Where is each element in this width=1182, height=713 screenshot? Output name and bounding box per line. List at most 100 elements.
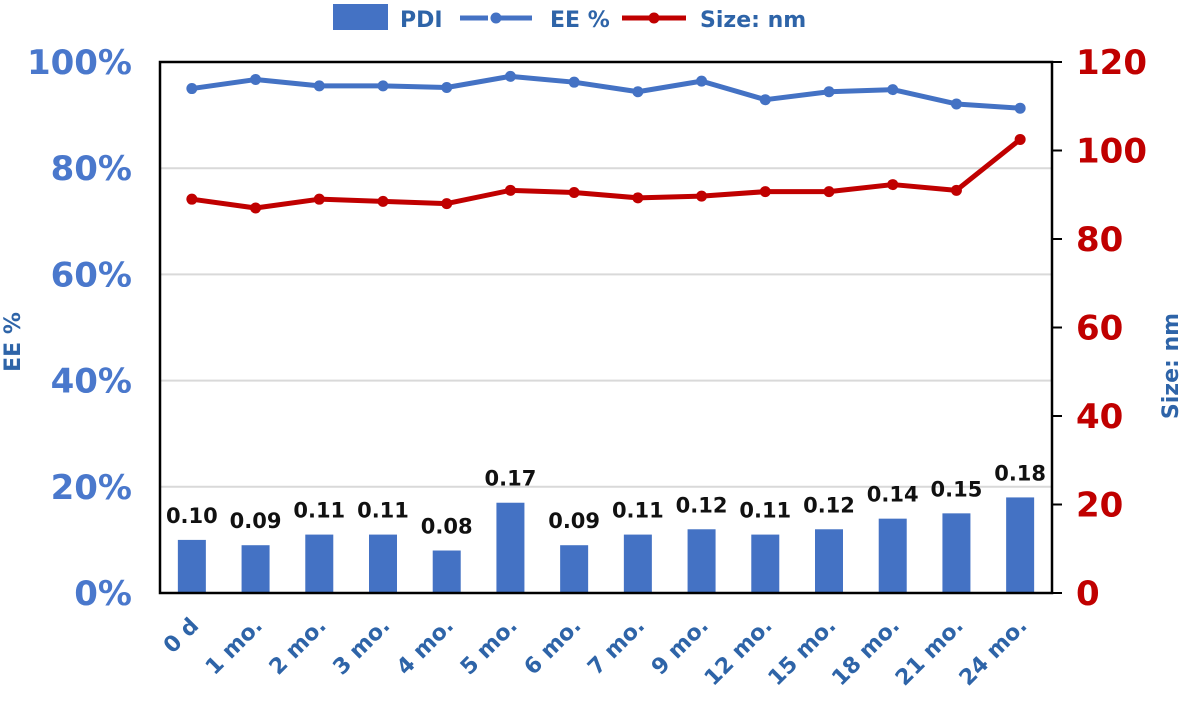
x-tick-label: 21 mo. [891, 614, 969, 692]
pdi-data-label: 0.12 [803, 493, 855, 517]
x-tick-label: 24 mo. [955, 614, 1033, 692]
legend-ee-label: EE % [550, 8, 610, 33]
legend-size-label: Size: nm [700, 8, 806, 33]
pdi-bar [1006, 497, 1035, 593]
right-tick-label: 20 [1076, 486, 1123, 526]
pdi-data-label: 0.17 [485, 467, 537, 491]
pdi-bars [177, 497, 1035, 593]
right-tick-label: 80 [1076, 220, 1123, 260]
gridlines [160, 167, 1052, 488]
pdi-data-labels: 0.10 0.09 0.11 0.11 0.08 0.17 0.09 0.11 0.12 0.11… [166, 461, 1046, 538]
pdi-bar [241, 545, 270, 593]
ee-point [696, 75, 708, 87]
size-point [250, 202, 262, 214]
size-point [823, 186, 835, 198]
x-tick-label: 3 mo. [329, 614, 396, 681]
x-axis-ticks: 0 d1 mo.2 mo.3 mo.4 mo.5 mo.6 mo.7 mo.9 … [159, 614, 1032, 692]
ee-point [887, 84, 899, 96]
x-tick-label: 6 mo. [520, 614, 587, 681]
pdi-data-label: 0.18 [994, 461, 1046, 485]
x-tick-label: 15 mo. [764, 614, 842, 692]
x-tick-label: 5 mo. [456, 614, 523, 681]
legend-size-marker [648, 12, 660, 24]
right-tick-label: 40 [1076, 397, 1123, 437]
size-point [568, 187, 580, 199]
pdi-data-label: 0.09 [230, 509, 282, 533]
ee-point [632, 86, 644, 98]
x-tick-label: 12 mo. [700, 614, 778, 692]
pdi-data-label: 0.12 [676, 493, 728, 517]
ee-point [186, 83, 198, 95]
size-point [887, 179, 899, 191]
left-tick-label: 80% [51, 149, 132, 189]
ee-point [504, 70, 516, 82]
size-point [632, 192, 644, 204]
pdi-data-label: 0.11 [739, 499, 791, 523]
right-axis-title: Size: nm [1159, 313, 1182, 419]
pdi-data-label: 0.09 [548, 509, 600, 533]
size-point [950, 184, 962, 196]
legend-pdi-label: PDI [400, 8, 443, 33]
ee-series [186, 70, 1026, 114]
legend-pdi-swatch [333, 4, 388, 30]
pdi-data-label: 0.11 [612, 499, 664, 523]
x-tick-label: 0 d [159, 614, 204, 659]
ee-point [377, 80, 389, 92]
pdi-bar [369, 534, 397, 593]
size-point [1014, 133, 1026, 145]
right-tick-label: 120 [1076, 43, 1147, 83]
pdi-bar [878, 518, 907, 593]
pdi-bar [177, 539, 206, 593]
pdi-data-label: 0.14 [867, 483, 919, 507]
pdi-bar [751, 534, 780, 593]
pdi-bar [432, 550, 461, 593]
pdi-bar [560, 545, 589, 593]
left-axis-ticks: 0% 20% 40% 60% 80% 100% [27, 43, 132, 614]
pdi-data-label: 0.11 [293, 499, 345, 523]
ee-point [759, 94, 771, 106]
ee-point [1014, 102, 1026, 114]
ee-point [823, 86, 835, 98]
pdi-bar [305, 534, 334, 593]
ee-point [250, 74, 262, 86]
ee-point [950, 98, 962, 110]
left-tick-label: 100% [27, 43, 132, 83]
size-point [441, 198, 453, 210]
pdi-bar [687, 529, 716, 593]
legend: PDI EE % Size: nm [333, 4, 806, 33]
size-point [377, 195, 389, 207]
pdi-data-label: 0.08 [421, 515, 473, 539]
left-tick-label: 40% [51, 362, 132, 402]
pdi-data-label: 0.11 [357, 499, 409, 523]
pdi-bar [623, 534, 652, 593]
ee-point [568, 76, 580, 88]
left-tick-label: 0% [74, 574, 132, 614]
size-point [186, 193, 198, 205]
size-point [759, 186, 771, 198]
pdi-data-label: 0.10 [166, 504, 218, 528]
right-tick-label: 60 [1076, 309, 1123, 349]
x-tick-label: 1 mo. [201, 614, 268, 681]
left-tick-label: 20% [51, 468, 132, 508]
size-line [189, 136, 1023, 211]
pdi-bar [815, 529, 843, 593]
size-series [186, 133, 1026, 214]
ee-point [313, 80, 325, 92]
x-tick-label: 7 mo. [583, 614, 650, 681]
ee-point [441, 81, 453, 93]
pdi-bar [496, 502, 525, 593]
right-tick-label: 100 [1076, 132, 1147, 172]
pdi-data-label: 0.15 [931, 477, 983, 501]
size-point [696, 190, 708, 202]
right-axis-ticks: 0 20 40 60 80 100 120 [1052, 43, 1147, 614]
legend-ee-marker [490, 12, 502, 24]
right-tick-label: 0 [1076, 574, 1100, 614]
left-axis-title: EE % [1, 312, 26, 372]
x-tick-label: 18 mo. [827, 614, 905, 692]
size-point [313, 193, 325, 205]
left-tick-label: 60% [51, 255, 132, 295]
ee-line [189, 73, 1023, 111]
size-point [504, 184, 516, 196]
x-tick-label: 2 mo. [265, 614, 332, 681]
